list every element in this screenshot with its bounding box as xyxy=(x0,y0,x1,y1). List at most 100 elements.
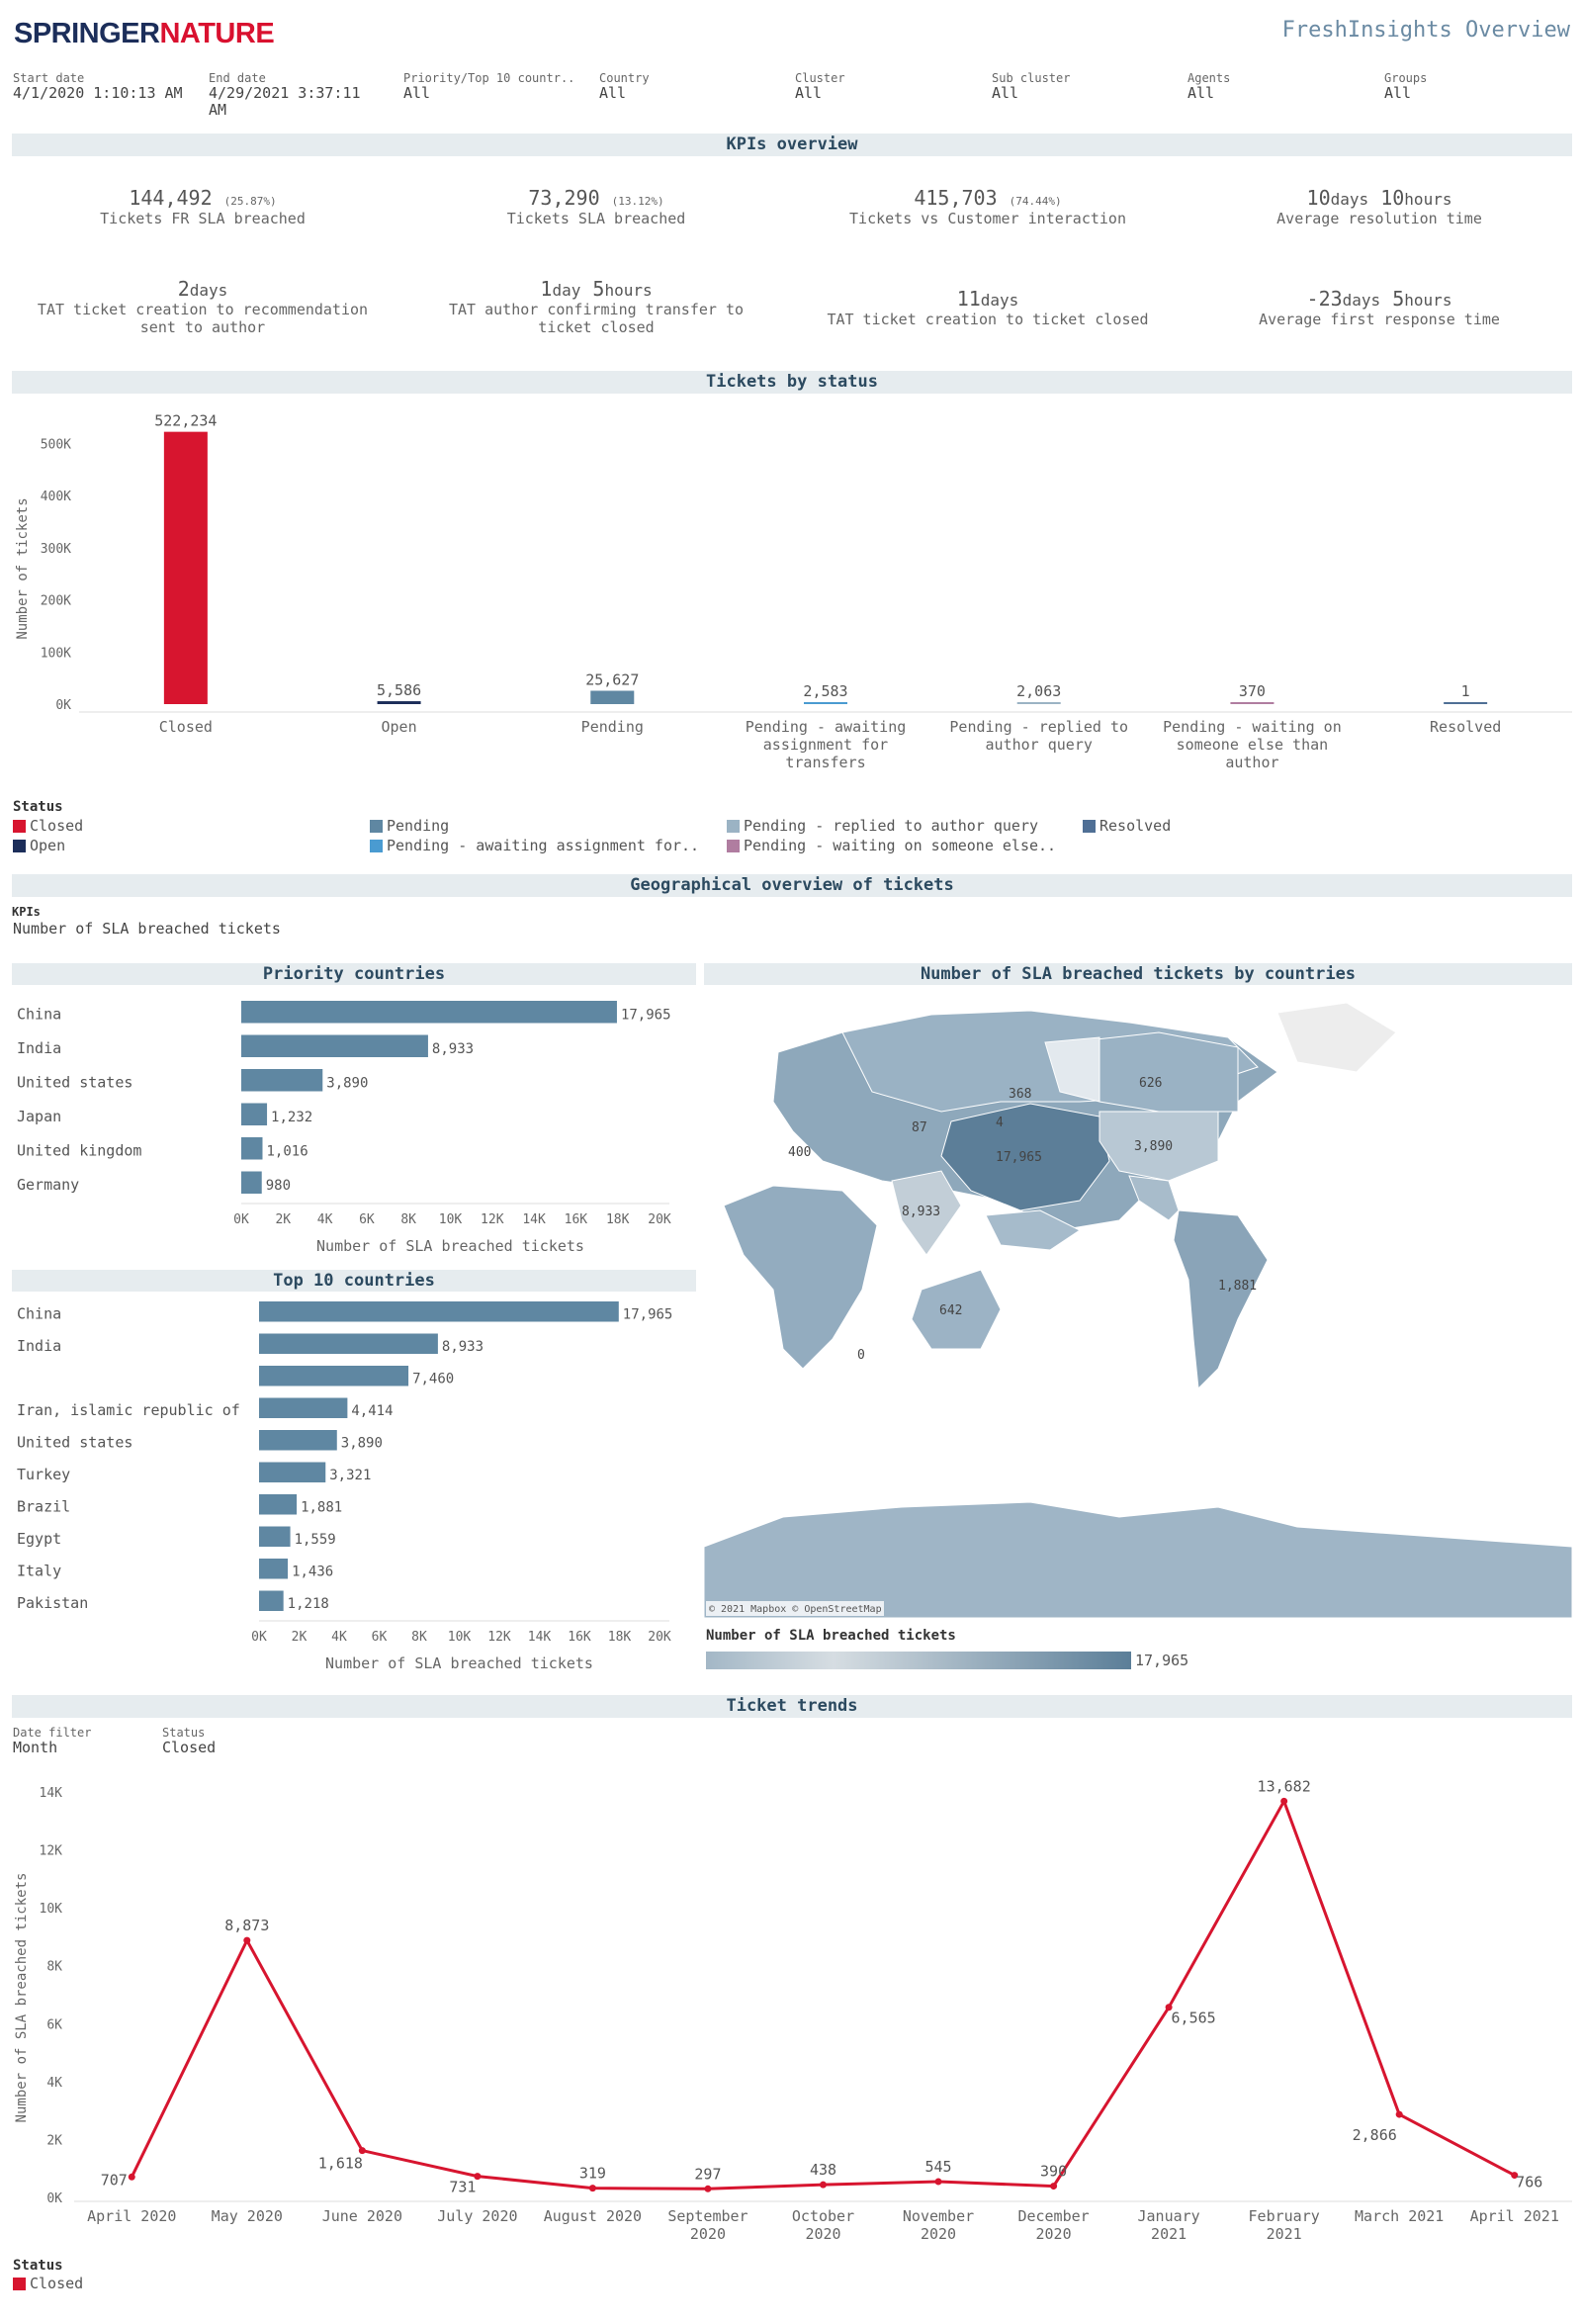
top10-bar xyxy=(259,1366,409,1386)
map-china xyxy=(940,1103,1110,1211)
trend-point-label: 545 xyxy=(924,2158,951,2176)
trend-point xyxy=(1280,1797,1288,1805)
trend-status-filter[interactable]: Status Closed xyxy=(162,1726,217,1756)
legend-pending[interactable]: Pending xyxy=(370,817,449,835)
trend-x-label: 2021 xyxy=(1151,2225,1186,2243)
top10-value: 7,460 xyxy=(412,1371,454,1386)
trend-y-tick: 12K xyxy=(40,1844,63,1859)
legend-open[interactable]: Open xyxy=(13,837,65,854)
top10-bar xyxy=(259,1462,326,1482)
trend-x-label: July 2020 xyxy=(437,2207,517,2225)
kpi-tat-closed: 11days TAT ticket creation to ticket clo… xyxy=(827,287,1149,328)
status-bar xyxy=(1230,702,1274,704)
priority-x-tick: 18K xyxy=(606,1212,630,1227)
status-category-label: Pending xyxy=(581,718,644,736)
trend-x-label: 2020 xyxy=(921,2225,956,2243)
top10-countries-title: Top 10 countries xyxy=(12,1270,696,1292)
top10-value: 1,436 xyxy=(292,1564,333,1579)
trend-series-line xyxy=(130,1797,1516,2190)
status-bar-chart: 0K 100K 200K 300K 400K 500K Number of tickets 5… xyxy=(15,412,1572,771)
geo-kpis-value[interactable]: Number of SLA breached tickets xyxy=(13,920,281,938)
priority-bar xyxy=(241,1103,268,1125)
filter-country[interactable]: Country All xyxy=(599,71,650,102)
filter-cluster[interactable]: Cluster All xyxy=(795,71,845,102)
top10-value: 3,890 xyxy=(341,1435,383,1451)
map-label-australia: 642 xyxy=(939,1303,962,1318)
priority-category: India xyxy=(17,1039,61,1057)
legend-pending-awaiting[interactable]: Pending - awaiting assignment for.. xyxy=(370,837,699,854)
status-bar xyxy=(163,431,208,704)
legend-closed[interactable]: Closed xyxy=(13,817,83,835)
top10-x-tick: 12K xyxy=(487,1630,511,1645)
trend-y-tick: 4K xyxy=(46,2076,62,2091)
priority-value: 8,933 xyxy=(432,1041,474,1057)
status-bar-value: 2,063 xyxy=(1016,682,1061,700)
priority-x-tick: 4K xyxy=(317,1212,333,1227)
top10-bar xyxy=(259,1430,337,1451)
priority-value: 1,016 xyxy=(266,1143,308,1159)
kpi-tat-recommendation: 2days TAT ticket creation to recommendat… xyxy=(37,277,369,336)
priority-category: United kingdom xyxy=(17,1141,141,1159)
top10-category: Pakistan xyxy=(17,1594,88,1612)
world-map[interactable]: 368 626 3,890 17,965 87 4 642 1,881 8,93… xyxy=(704,993,1572,1618)
filter-end-date[interactable]: End date 4/29/2021 3:37:11 AM xyxy=(209,71,361,119)
status-bar-value: 25,627 xyxy=(585,670,639,688)
top10-x-tick: 8K xyxy=(411,1630,427,1645)
map-africa xyxy=(723,1185,878,1370)
filter-start-date[interactable]: Start date 4/1/2020 1:10:13 AM xyxy=(13,71,183,102)
top10-bar xyxy=(259,1590,284,1611)
trend-point xyxy=(934,2178,942,2186)
priority-x-tick: 20K xyxy=(648,1212,671,1227)
trend-point-label: 6,565 xyxy=(1172,2010,1216,2027)
status-category-label: assignment for xyxy=(763,736,888,754)
top10-bar xyxy=(259,1526,291,1547)
trend-x-label: November xyxy=(903,2207,974,2225)
filter-groups[interactable]: Groups All xyxy=(1384,71,1428,102)
status-bar-value: 1 xyxy=(1461,682,1470,700)
ticket-trend-line-chart: 0K 2K 4K 6K 8K 10K 12K 14K Number of SLA breache… xyxy=(14,1777,1572,2243)
top10-category: Italy xyxy=(17,1562,61,1579)
trend-point xyxy=(474,2173,482,2181)
top10-category: Egypt xyxy=(17,1530,61,1548)
top10-value: 1,881 xyxy=(301,1499,342,1515)
priority-x-tick: 10K xyxy=(439,1212,463,1227)
trend-point xyxy=(1395,2110,1403,2118)
trend-x-label: May 2020 xyxy=(212,2207,283,2225)
priority-bar xyxy=(241,1137,263,1160)
map-legend-max: 17,965 xyxy=(1135,1652,1189,1669)
status-bar xyxy=(804,702,847,704)
map-se-asia xyxy=(985,1209,1081,1251)
trend-x-label: August 2020 xyxy=(544,2207,642,2225)
trend-point xyxy=(1511,2172,1519,2180)
filter-sub-cluster[interactable]: Sub cluster All xyxy=(992,71,1071,102)
trend-x-label: February xyxy=(1249,2207,1320,2225)
status-y-axis-label: Number of tickets xyxy=(15,497,31,639)
top10-value: 4,414 xyxy=(351,1403,393,1419)
status-category-label: author xyxy=(1225,754,1278,771)
status-bar-value: 522,234 xyxy=(154,412,217,430)
map-legend-title: Number of SLA breached tickets xyxy=(706,1628,956,1644)
top10-bar xyxy=(259,1559,289,1579)
status-category-label: Closed xyxy=(159,718,213,736)
trend-x-label: June 2020 xyxy=(322,2207,402,2225)
legend-pending-replied[interactable]: Pending - replied to author query xyxy=(727,817,1038,835)
legend-pending-waiting[interactable]: Pending - waiting on someone else.. xyxy=(727,837,1056,854)
priority-bar xyxy=(241,1069,323,1092)
priority-countries-title: Priority countries xyxy=(12,963,696,985)
filter-priority-countries[interactable]: Priority/Top 10 countr.. All xyxy=(403,71,575,102)
trend-legend-closed[interactable]: Closed xyxy=(13,2275,83,2292)
priority-category: United states xyxy=(17,1073,132,1091)
trend-x-label: December xyxy=(1017,2207,1089,2225)
priority-bar xyxy=(241,1034,428,1057)
status-bar-value: 5,586 xyxy=(377,681,421,699)
status-bar-value: 370 xyxy=(1239,682,1266,700)
priority-category: Japan xyxy=(17,1108,61,1125)
legend-resolved[interactable]: Resolved xyxy=(1083,817,1171,835)
filter-agents[interactable]: Agents All xyxy=(1187,71,1231,102)
status-bar xyxy=(1444,702,1488,704)
trend-date-filter[interactable]: Date filter Month xyxy=(13,1726,92,1756)
top10-value: 1,559 xyxy=(295,1532,336,1548)
priority-category: Germany xyxy=(17,1176,79,1194)
top10-bar xyxy=(259,1494,298,1515)
trend-point-label: 2,866 xyxy=(1353,2126,1397,2144)
